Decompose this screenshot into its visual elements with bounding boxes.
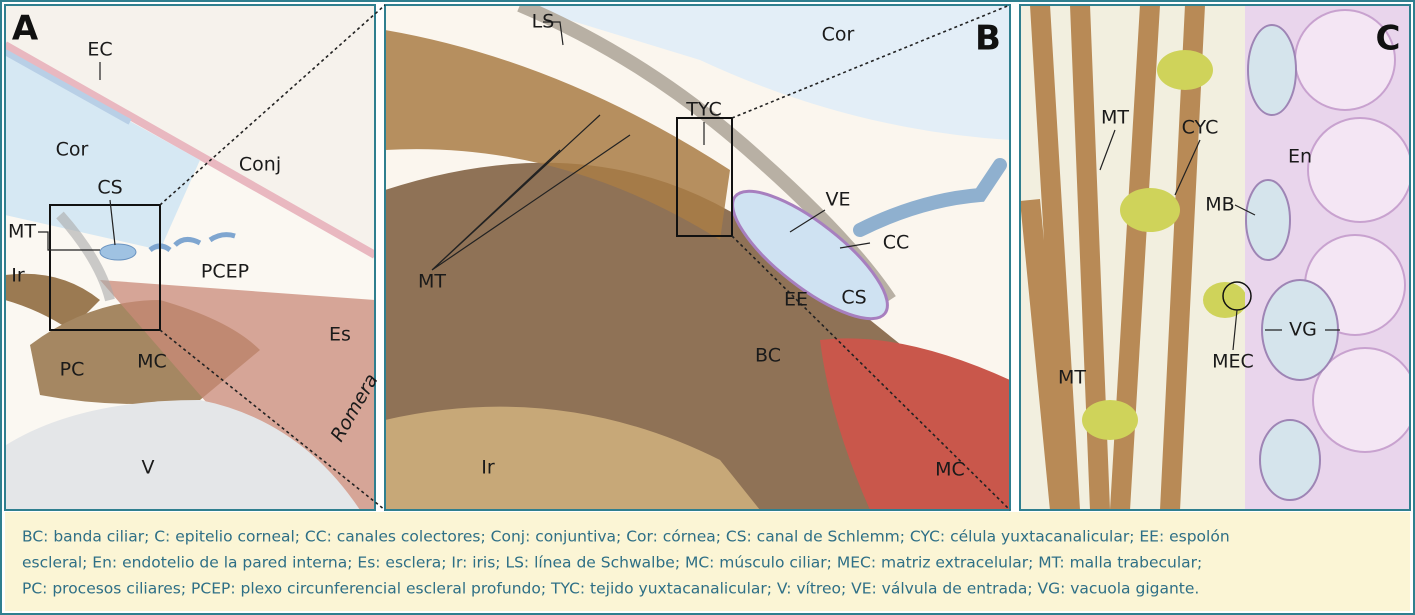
label: Ir	[11, 265, 25, 287]
label: VE	[825, 189, 850, 211]
schlemm-canal	[100, 244, 136, 260]
label: LS	[532, 11, 555, 33]
panel-letter: A	[12, 9, 39, 49]
panel-a-art	[0, 5, 375, 510]
label: V	[142, 457, 155, 479]
label: CC	[883, 232, 910, 254]
label: MT	[1058, 367, 1086, 389]
figure: A EC Cor CS Conj MT Ir PCEP Es PC MC V R…	[0, 0, 1415, 615]
label: VG	[1289, 319, 1317, 341]
cell	[1308, 118, 1412, 222]
label: MEC	[1212, 351, 1254, 373]
label: En	[1288, 146, 1312, 168]
label: MT	[418, 271, 446, 293]
caption-line: PC: procesos ciliares; PCEP: plexo circu…	[22, 580, 1199, 598]
panel-c-art	[1020, 5, 1415, 510]
label: PCEP	[201, 261, 249, 283]
label: MC	[137, 351, 167, 373]
cell	[1120, 188, 1180, 232]
label: CYC	[1182, 117, 1219, 139]
caption-line: BC: banda ciliar; C: epitelio corneal; C…	[22, 528, 1230, 546]
label: EE	[784, 289, 808, 311]
cell	[1157, 50, 1213, 90]
label: CS	[841, 287, 866, 309]
label: Conj	[239, 154, 281, 176]
label: MT	[8, 221, 36, 243]
vacuole	[1260, 420, 1320, 500]
label: MB	[1205, 194, 1234, 216]
label: TYC	[685, 99, 721, 121]
label: CS	[97, 177, 122, 199]
label: Cor	[56, 139, 89, 161]
label: PC	[60, 359, 85, 381]
label: Es	[329, 324, 351, 346]
label: MT	[1101, 107, 1129, 129]
panel-letter: B	[975, 19, 1001, 59]
caption-line: escleral; En: endotelio de la pared inte…	[22, 554, 1202, 572]
label: Cor	[822, 24, 855, 46]
label: MC	[935, 459, 965, 481]
panel-letter: C	[1376, 19, 1401, 59]
vacuole	[1246, 180, 1290, 260]
cell	[1203, 282, 1247, 318]
vacuole	[1248, 25, 1296, 115]
label: EC	[87, 39, 112, 61]
panel-b-art	[385, 5, 1010, 510]
label: BC	[755, 345, 781, 367]
page: {"panels": [ {"letter": "A", "labels": […	[0, 0, 1415, 615]
label: Ir	[481, 457, 495, 479]
cell	[1082, 400, 1138, 440]
